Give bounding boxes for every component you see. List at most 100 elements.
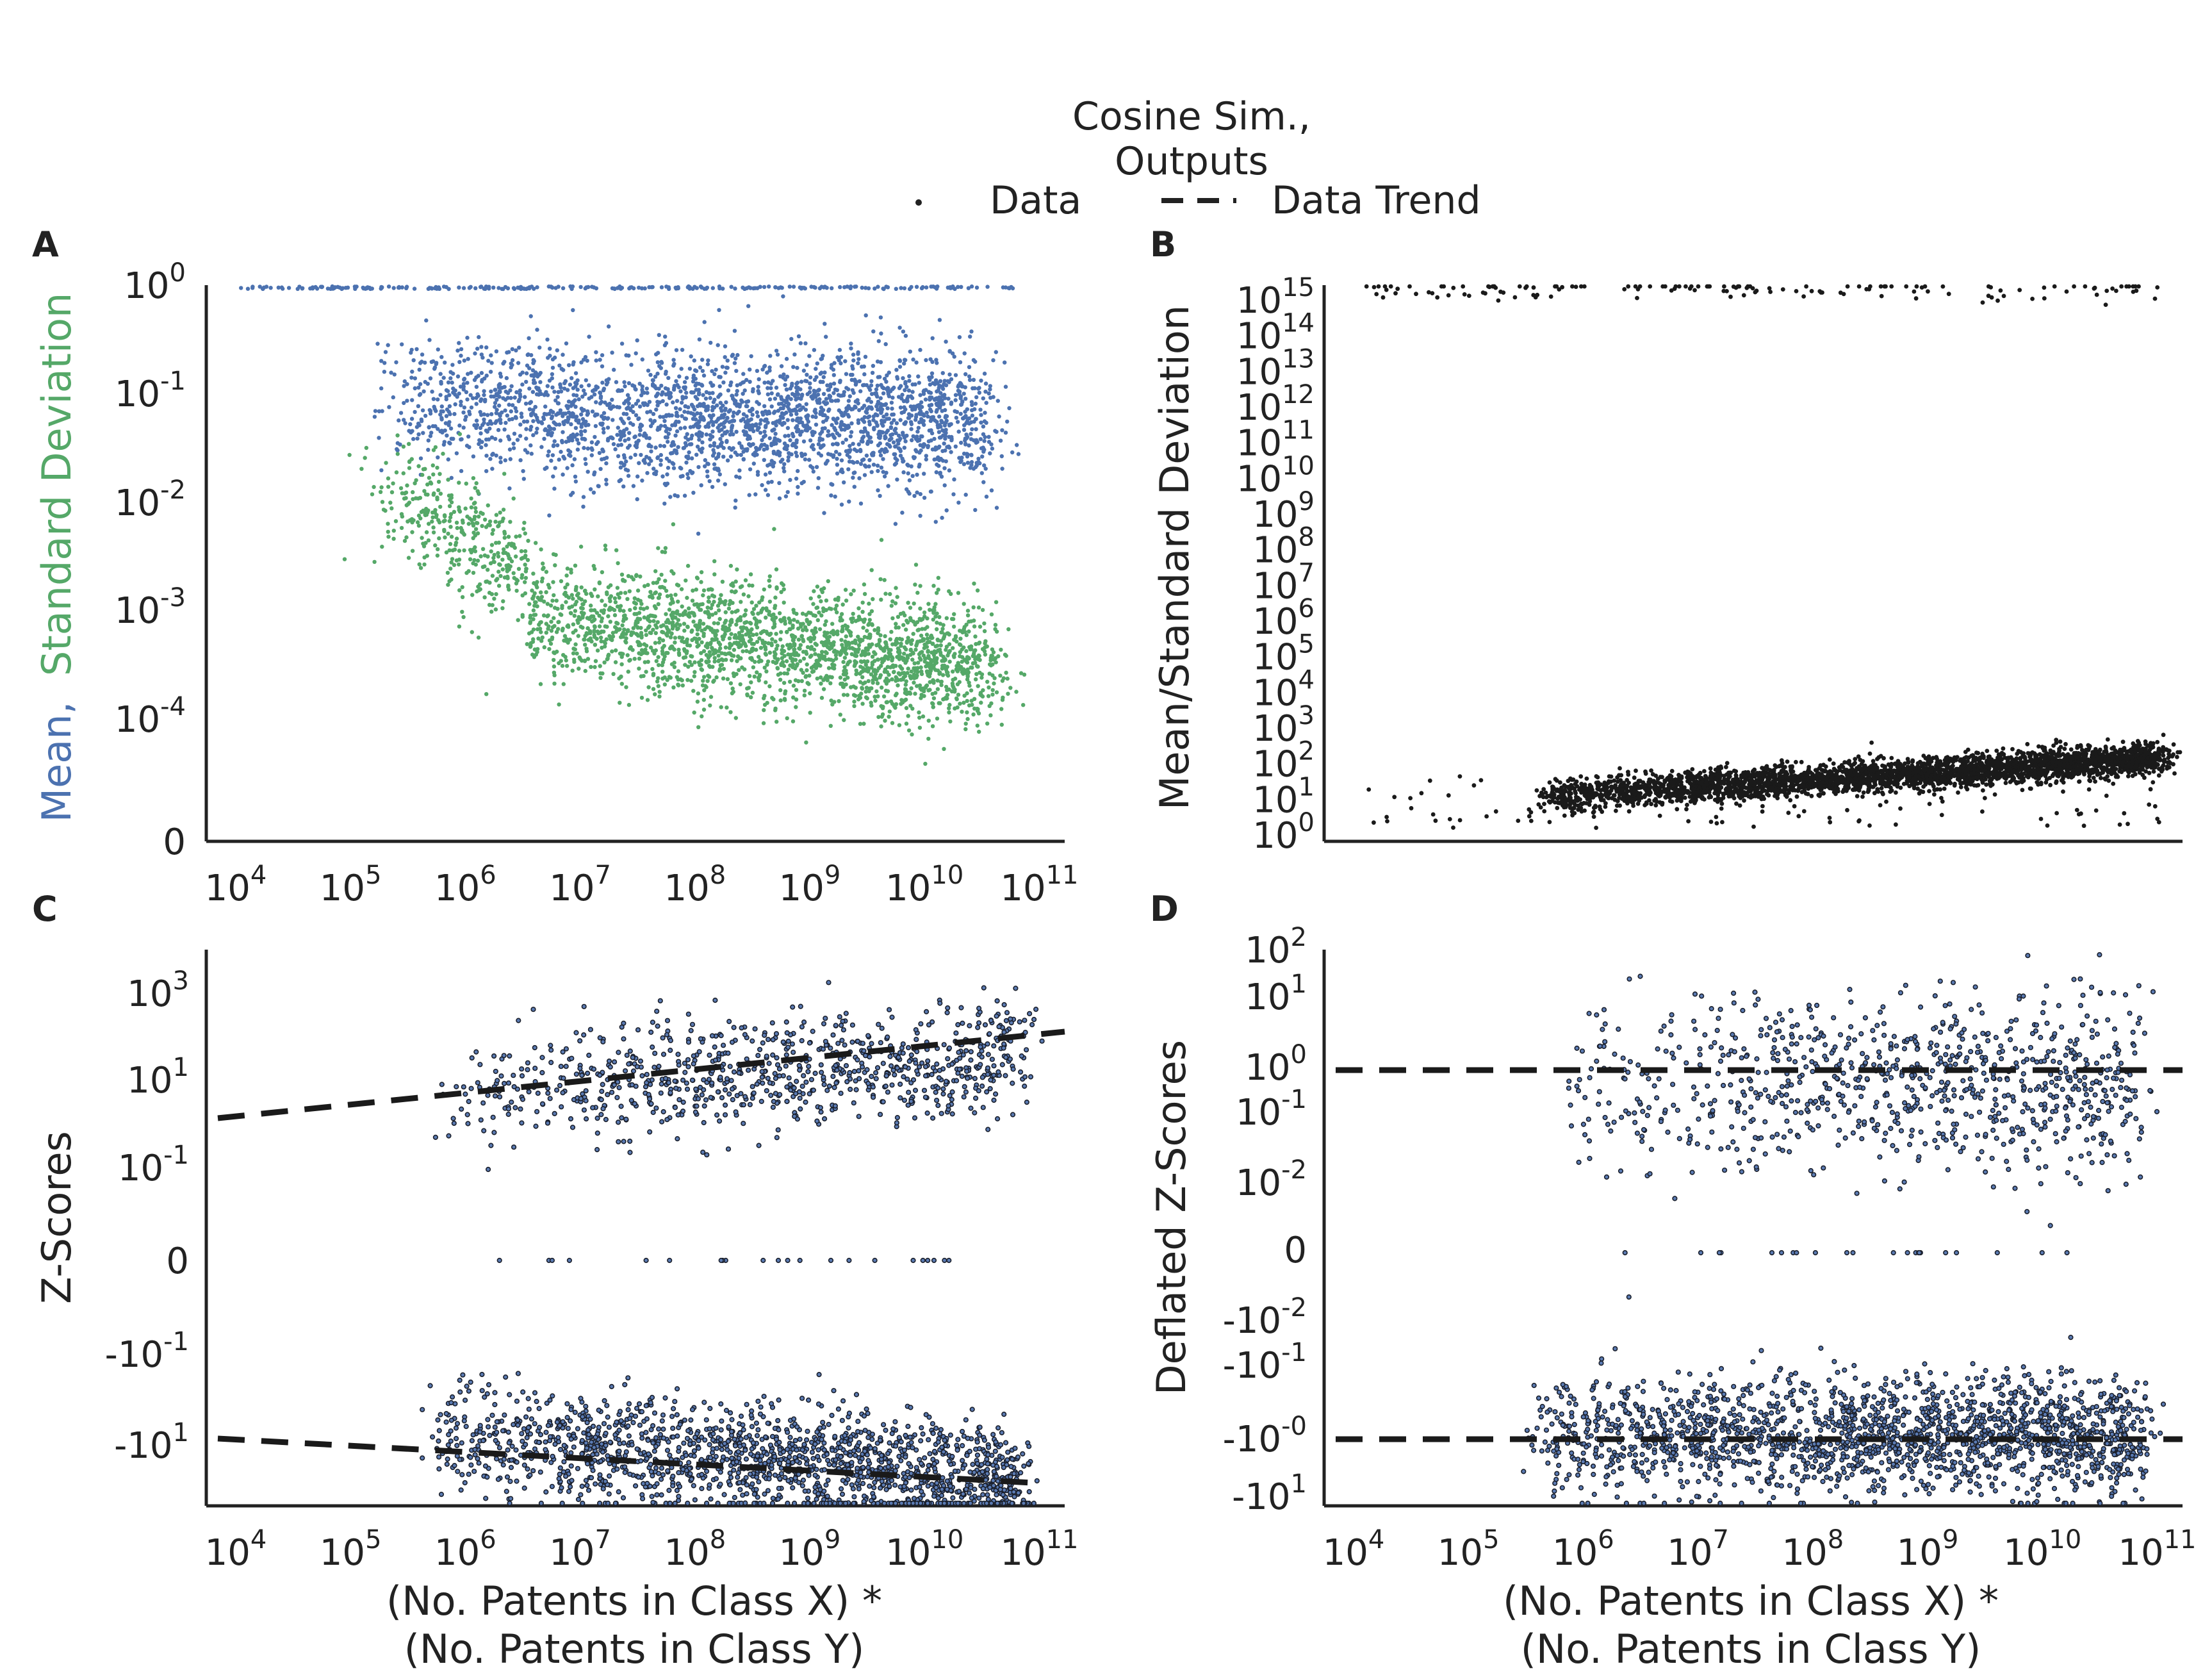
std-point: [671, 522, 676, 527]
mean-point: [871, 463, 876, 467]
mean-point: [559, 389, 564, 394]
mean-point: [696, 465, 701, 470]
mean-point: [552, 390, 557, 394]
std-point: [749, 680, 753, 685]
mean-point: [621, 428, 627, 433]
mean-point: [846, 424, 851, 428]
std-point: [635, 632, 639, 637]
std-point: [566, 595, 571, 600]
mean-point: [703, 396, 709, 401]
std-point: [837, 699, 841, 704]
mean-point: [550, 385, 555, 390]
std-point: [657, 640, 662, 645]
mean-point: [849, 430, 854, 434]
std-point: [987, 685, 991, 690]
mean-point: [940, 371, 946, 375]
mean-point: [960, 400, 965, 404]
mean-point: [533, 404, 537, 409]
mean-point: [973, 465, 978, 470]
mean-point: [669, 451, 673, 456]
mean-point: [479, 370, 484, 375]
std-point: [878, 673, 883, 677]
mean-point: [489, 389, 493, 394]
mean-point: [725, 458, 730, 463]
mean-point: [901, 433, 905, 437]
std-point: [639, 602, 644, 606]
mean-point: [618, 429, 623, 434]
std-point: [717, 616, 722, 622]
mean-point: [937, 445, 941, 450]
panel-letter-c: C: [32, 889, 58, 929]
std-point: [391, 536, 396, 541]
mean-point: [858, 501, 864, 506]
mean-point: [956, 285, 960, 289]
std-point: [712, 621, 717, 625]
std-point: [965, 613, 971, 618]
mean-point: [569, 376, 574, 381]
mean-point: [631, 409, 635, 415]
mean-point: [619, 388, 625, 393]
mean-point: [786, 433, 791, 438]
mean-point: [789, 336, 794, 342]
mean-point: [467, 286, 471, 290]
std-point: [835, 610, 839, 615]
std-point: [853, 654, 858, 658]
mean-point: [962, 427, 967, 432]
mean-point: [840, 413, 846, 418]
mean-point: [733, 286, 737, 291]
mean-point: [982, 419, 987, 424]
std-point: [909, 686, 913, 691]
std-point: [699, 667, 703, 672]
mean-point: [566, 399, 571, 404]
mean-point: [461, 425, 466, 430]
mean-point: [963, 385, 968, 390]
std-point: [732, 641, 737, 645]
mean-point: [723, 355, 727, 359]
mean-point: [581, 358, 586, 362]
mean-point: [989, 488, 994, 493]
mean-point: [771, 379, 775, 383]
mean-point: [798, 433, 803, 437]
std-point: [437, 520, 442, 525]
mean-point: [662, 418, 667, 424]
mean-point: [782, 469, 787, 474]
mean-point: [504, 375, 509, 381]
mean-point: [695, 411, 700, 416]
mean-point: [660, 399, 665, 404]
std-point: [942, 747, 946, 752]
mean-point: [883, 434, 887, 439]
std-point: [964, 648, 969, 654]
mean-point: [553, 398, 558, 403]
std-point: [593, 587, 597, 591]
std-point: [799, 679, 805, 684]
mean-point: [714, 456, 719, 461]
mean-point: [829, 399, 833, 403]
mean-point: [864, 313, 868, 318]
mean-point: [782, 466, 786, 470]
mean-point: [660, 390, 665, 395]
mean-point: [628, 421, 633, 425]
std-point: [670, 599, 675, 604]
mean-point: [548, 354, 552, 358]
std-point: [963, 630, 967, 634]
mean-point: [655, 371, 660, 376]
mean-point: [878, 453, 883, 458]
mean-point: [838, 425, 843, 429]
mean-point: [561, 286, 566, 290]
std-point: [555, 606, 560, 611]
std-point: [484, 579, 488, 584]
mean-point: [721, 380, 726, 384]
std-point: [807, 622, 811, 627]
std-point: [827, 634, 832, 639]
std-point: [965, 698, 969, 704]
mean-point: [967, 365, 972, 370]
std-point: [552, 681, 557, 686]
std-point: [867, 618, 873, 622]
mean-point: [583, 457, 587, 461]
mean-point: [531, 433, 536, 438]
mean-point: [561, 420, 566, 424]
std-point: [749, 695, 753, 700]
mean-point: [589, 440, 594, 445]
mean-point: [386, 285, 391, 289]
mean-point: [423, 379, 427, 384]
